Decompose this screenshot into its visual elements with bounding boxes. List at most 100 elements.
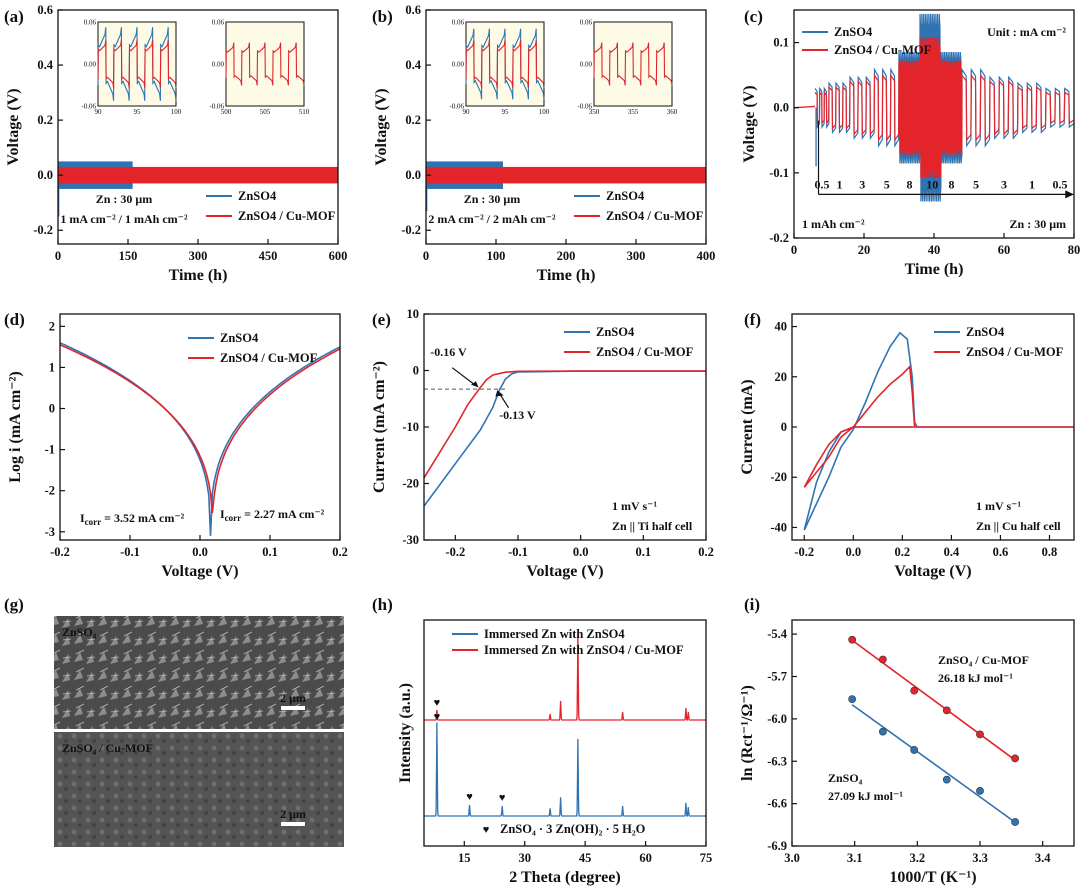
series-ZnSO4 [803, 331, 1074, 531]
inset-x-tick-label: 505 [260, 108, 271, 116]
legend-entry: Immersed Zn with ZnSO4 [484, 627, 625, 641]
y-tick-label: 20 [775, 370, 788, 384]
inset-series-line [97, 40, 177, 88]
y-tick-label: 0.0 [37, 168, 53, 182]
y-tick-label: 0.2 [405, 113, 421, 127]
sem-image-znso4-cumof [54, 732, 344, 847]
legend-e: ZnSO4 ZnSO4 / Cu-MOF [564, 325, 694, 359]
x-tick-label: 3.2 [910, 851, 926, 865]
step-arrow-head [1065, 190, 1074, 199]
plot-frame [791, 619, 1075, 847]
legend-entry: ZnSO4 / Cu-MOF [834, 43, 932, 57]
panel-label: (b) [372, 7, 393, 26]
x-tick-label: 150 [119, 249, 138, 263]
y-axis-label: Current (mA cm⁻²) [371, 361, 388, 493]
sem-images: ZnSO₄ ZnSO₄ / Cu-MOF 2 μm 2 μm (g) [4, 595, 344, 847]
y-tick-label: 1 [49, 360, 55, 374]
series-line [59, 344, 341, 514]
legend-entry: ZnSO4 [834, 25, 873, 39]
sem-label-top: ZnSO₄ [62, 625, 97, 639]
legend-entry: ZnSO4 [238, 189, 277, 203]
x-tick-label: 0 [55, 249, 61, 263]
annotation: ZnSO₄ [828, 771, 863, 785]
series-Immersed-Zn-with-ZnSO4 [424, 722, 706, 818]
legend-f: ZnSO4 ZnSO4 / Cu-MOF [934, 325, 1064, 359]
y-tick-label: -30 [402, 533, 419, 547]
panel-label: (h) [372, 595, 393, 614]
axes-f: -0.2 0.0 0.2 0.4 0.6 0.8 -40 -20 0 20 40 Voltage (V… [739, 310, 1075, 580]
plot-frame [423, 619, 707, 847]
inset-1: 500 505 510 -0.06 0.00 0.06 [209, 19, 309, 117]
annotation: Zn || Cu half cell [976, 519, 1061, 533]
inset-x-tick-label: 350 [589, 108, 600, 116]
step-label: 8 [949, 177, 955, 191]
arrow-head [471, 381, 479, 388]
inset-y-tick-label: -0.06 [577, 103, 592, 111]
step-label: 3 [859, 177, 865, 191]
sem-image-znso4 [54, 616, 344, 729]
arrow-red-onset [451, 367, 477, 387]
x-tick-label: -0.2 [445, 545, 465, 559]
legend-entry: ZnSO4 [966, 325, 1005, 339]
y-tick-label: -20 [402, 477, 419, 491]
y-tick-label: 0.6 [37, 3, 53, 17]
legend-entry: ZnSO4 / Cu-MOF [220, 351, 318, 365]
data-point [942, 706, 951, 715]
axes-a: 0 150 300 450 600 -0.2 0.0 0.2 0.4 0.6 Time (h) Vol… [4, 3, 347, 284]
axes-c: 0 20 40 60 80 -0.2 -0.1 0.0 0.1 Time (h) Voltage (… [741, 7, 1080, 278]
x-axis-label: Voltage (V) [161, 563, 238, 580]
icorr-subscript: corr [85, 517, 101, 527]
data-point [1011, 754, 1019, 763]
scale-bar-label: 2 μm [280, 691, 306, 705]
step-label: 5 [973, 177, 979, 191]
y-tick-label: 0.6 [405, 3, 421, 17]
data-point [976, 787, 984, 795]
scale-bar-label: 2 μm [280, 807, 306, 821]
x-tick-label: 200 [557, 249, 576, 263]
inset-y-tick-label: 0.06 [452, 19, 465, 27]
legend-entry: ZnSO4 [596, 325, 635, 339]
icorr-znso4-cumof: Icorr = 2.27 mA cm⁻² [220, 507, 325, 523]
series-ZnSO4-Cu-MOF [423, 370, 706, 479]
annotation: Zn || Ti half cell [612, 519, 693, 533]
x-tick-label: 20 [858, 243, 871, 257]
x-tick-label: 3.3 [972, 851, 988, 865]
fit-line [851, 704, 1016, 823]
rate-series-red [814, 37, 1074, 179]
legend-entry: ZnSO4 / Cu-MOF [238, 209, 336, 223]
x-tick-label: 40 [928, 243, 941, 257]
x-tick-label: 0 [423, 249, 429, 263]
step-label: 0.5 [815, 177, 830, 191]
data-point [878, 655, 887, 664]
y-tick-label: -0.2 [769, 231, 789, 245]
axes-e: -0.2 -0.1 0.0 0.1 0.2 -30 -20 -10 0 10 Voltage (V)… [371, 307, 714, 580]
inset-x-tick-label: 355 [628, 108, 639, 116]
inset-y-tick-label: -0.06 [449, 103, 464, 111]
x-tick-label: 60 [639, 851, 652, 865]
annotation: 26.18 kJ mol⁻¹ [938, 671, 1013, 685]
annotation: ZnSO₄ / Cu-MOF [938, 653, 1029, 667]
legend-entry: ZnSO4 [606, 189, 645, 203]
inset-x-tick-label: 100 [539, 108, 550, 116]
data-point [910, 746, 919, 754]
inset-0: 90 95 100 -0.06 0.00 0.06 [81, 19, 181, 117]
y-axis-label: Voltage (V) [741, 85, 758, 162]
series-ZnSO4 [848, 695, 1019, 826]
annotation: -0.13 V [499, 408, 536, 422]
x-tick-label: 0.6 [993, 545, 1009, 559]
x-tick-label: 0.2 [698, 545, 714, 559]
legend-entry: Immersed Zn with ZnSO4 / Cu-MOF [484, 643, 684, 657]
x-tick-label: 80 [1068, 243, 1080, 257]
inset-1: 350 355 360 -0.06 0.00 0.06 [577, 19, 677, 117]
x-tick-label: 0.2 [332, 545, 348, 559]
y-tick-label: -0.1 [769, 166, 789, 180]
annotation: Zn : 30 μm [464, 192, 520, 206]
inset-y-tick-label: 0.00 [84, 61, 97, 69]
series-line [803, 331, 1074, 531]
annotation: Unit : mA cm⁻² [987, 25, 1066, 39]
data-point [848, 695, 857, 703]
legend-entry: ZnSO4 / Cu-MOF [966, 345, 1064, 359]
panel-label: (e) [372, 310, 391, 329]
step-label: 8 [907, 177, 913, 191]
series-ZnSO4-Cu-MOF [848, 635, 1019, 763]
